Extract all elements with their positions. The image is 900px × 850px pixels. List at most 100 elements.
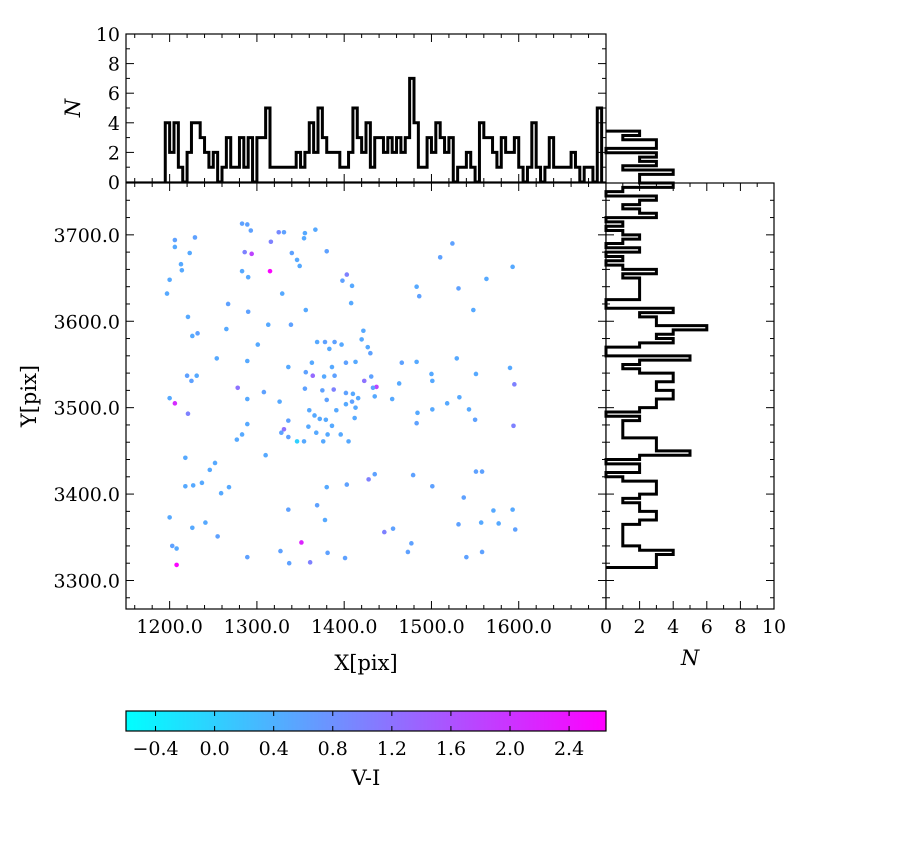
scatter-point (414, 420, 419, 426)
scatter-point (361, 328, 366, 334)
scatter-point (346, 439, 351, 444)
right-histogram-xtick-label: 6 (701, 616, 713, 638)
scatter-point (348, 300, 354, 306)
scatter-point (276, 229, 282, 235)
scatter-ytick-label: 3500.0 (54, 398, 120, 420)
scatter-point (429, 371, 434, 377)
scatter-point (164, 291, 170, 296)
scatter-point (437, 255, 443, 260)
scatter-point (329, 423, 335, 429)
scatter-point (167, 395, 172, 401)
scatter-point (218, 490, 224, 496)
scatter-point (189, 378, 194, 384)
scatter-point (507, 365, 513, 371)
colorbar-tick-label: 2.4 (554, 738, 584, 760)
scatter-point (430, 378, 435, 384)
top-histogram-outline (163, 76, 604, 184)
scatter-point (324, 248, 330, 254)
scatter-point (415, 410, 420, 416)
scatter-point (312, 413, 317, 418)
scatter-point (344, 272, 350, 277)
scatter-point (169, 543, 175, 549)
scatter-point (178, 261, 184, 267)
scatter-point (179, 267, 185, 273)
scatter-point (286, 418, 291, 423)
scatter-point (207, 467, 213, 473)
scatter-point (239, 268, 245, 274)
scatter-point (203, 520, 208, 525)
scatter-point (399, 360, 405, 366)
scatter-point (405, 549, 411, 555)
scatter-points (164, 221, 518, 568)
scatter-point (190, 483, 196, 488)
colorbar-label: V-I (351, 766, 381, 790)
scatter-point (214, 356, 220, 361)
top-histogram-ytick-label: 10 (96, 24, 120, 46)
scatter-point (349, 399, 355, 404)
colorbar-ticks (155, 711, 570, 731)
scatter-point (343, 390, 349, 396)
scatter-point (314, 339, 320, 345)
right-histogram-outline (604, 129, 709, 570)
right-histogram-xtick-labels: 0 2 4 6 8 10 (600, 616, 786, 638)
top-histogram-ytick-label: 4 (108, 113, 120, 135)
scatter-point (479, 549, 485, 555)
scatter-point (199, 480, 205, 486)
scatter-point (325, 432, 330, 437)
scatter-point (368, 350, 373, 356)
scatter-point (187, 250, 193, 256)
scatter-point (190, 525, 195, 531)
scatter-xtick-label: 1500.0 (398, 616, 464, 638)
right-histogram-xtick-label: 4 (667, 616, 679, 638)
scatter-point (286, 364, 291, 370)
scatter-point (286, 560, 292, 566)
scatter-point (245, 222, 250, 227)
scatter-point (454, 356, 460, 361)
scatter-point (249, 251, 254, 257)
scatter-xtick-label: 1200.0 (136, 616, 202, 638)
scatter-point (366, 477, 371, 482)
scatter-point (317, 416, 323, 422)
top-histogram-ytick-label: 0 (108, 172, 120, 194)
scatter-point (281, 229, 287, 235)
scatter-point (215, 534, 220, 539)
scatter-point (472, 417, 478, 423)
top-histogram-frame (125, 33, 607, 183)
scatter-point (167, 515, 172, 520)
right-histogram-xtick-label: 8 (734, 616, 746, 638)
scatter-point (457, 394, 462, 400)
scatter-point (444, 401, 450, 406)
scatter-point (334, 407, 339, 413)
scatter-point (306, 424, 311, 429)
colorbar-tick-label: 1.6 (436, 738, 466, 760)
scatter-point (331, 387, 337, 392)
scatter-point (288, 322, 294, 328)
scatter-point (265, 322, 271, 328)
scatter-point (344, 482, 350, 487)
scatter-point (185, 411, 191, 417)
scatter-panel: 1200.0 1300.0 1400.0 1500.0 1600.0 3300.0 340… (17, 182, 607, 675)
scatter-point (353, 405, 358, 410)
scatter-point (340, 278, 345, 283)
scatter-point (267, 268, 273, 274)
top-histogram-panel: 0 2 4 6 8 10 N (61, 24, 607, 194)
scatter-point (301, 439, 307, 444)
scatter-point (338, 432, 343, 437)
scatter-point (430, 407, 435, 412)
right-histogram-xtick-label: 2 (634, 616, 646, 638)
scatter-point (268, 239, 274, 245)
scatter-point (279, 291, 285, 296)
scatter-point (416, 293, 422, 299)
scatter-point (355, 395, 361, 401)
scatter-point (183, 483, 188, 489)
scatter-point (239, 221, 245, 226)
scatter-point (512, 527, 518, 532)
scatter-point (297, 263, 302, 269)
scatter-point (342, 555, 348, 561)
scatter-point (496, 521, 501, 526)
scatter-ytick-label: 3700.0 (54, 225, 120, 247)
scatter-ytick-label: 3400.0 (54, 484, 120, 506)
scatter-point (491, 508, 496, 513)
scatter-point (277, 399, 282, 404)
scatter-point (461, 495, 467, 500)
